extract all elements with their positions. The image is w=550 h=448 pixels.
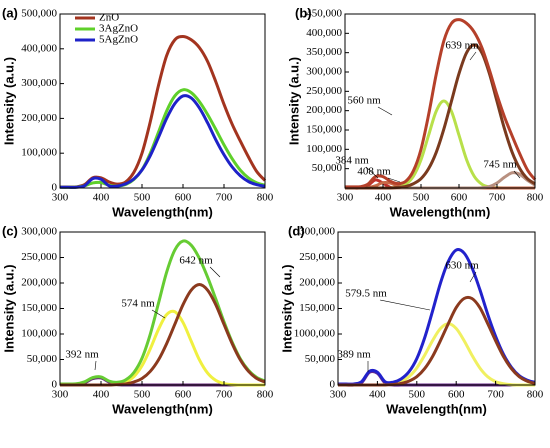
annotation: 579.5 nm	[345, 288, 387, 300]
y-tick-label: 100,000	[306, 143, 342, 155]
annotation: 574 nm	[121, 298, 155, 310]
x-tick-label: 600	[448, 389, 465, 401]
x-tick-label: 300	[52, 192, 69, 204]
annotation: 408 nm	[357, 166, 391, 178]
x-tick-label: 700	[216, 192, 233, 204]
annotation: 630 nm	[445, 260, 479, 272]
legend-label: ZnO	[99, 12, 119, 24]
y-tick-label: 1000,000	[294, 328, 336, 340]
annotation: 392 nm	[65, 349, 99, 361]
x-tick-label: 400	[93, 389, 110, 401]
annotation-leader	[379, 299, 431, 311]
series-line	[59, 239, 266, 386]
annotation: 384 nm	[335, 155, 369, 167]
y-tick-label: 100,000	[21, 147, 57, 159]
x-tick-label: 400	[369, 389, 386, 401]
y-tick-label: 250,000	[299, 251, 335, 263]
annotation-leader	[469, 51, 477, 61]
y-tick-label: 300,000	[306, 66, 342, 78]
panel-label: (c)	[2, 223, 18, 238]
x-tick-label: 800	[527, 192, 544, 204]
annotation-leader	[387, 177, 401, 183]
x-tick-label: 500	[409, 389, 426, 401]
y-tick-label: 300,000	[21, 77, 57, 89]
y-tick-label: 200,000	[306, 104, 342, 116]
y-tick-label: 450,000	[306, 8, 342, 20]
plot-frame	[344, 13, 536, 189]
annotation: 389 nm	[337, 349, 371, 361]
y-tick-label: 400,000	[306, 27, 342, 39]
series-line	[59, 88, 266, 189]
y-axis-label: Intensity (a.u.)	[286, 57, 301, 145]
x-tick-label: 500	[413, 192, 430, 204]
annotation: 642 nm	[179, 255, 213, 267]
panel-label: (b)	[295, 5, 312, 20]
x-tick-label: 600	[175, 192, 192, 204]
annotation-leader	[151, 309, 166, 319]
x-tick-label: 600	[175, 389, 192, 401]
y-tick-label: 200,000	[299, 277, 335, 289]
annotation-leader	[365, 166, 379, 179]
x-tick-label: 400	[375, 192, 392, 204]
y-tick-label: 50,000	[27, 353, 58, 365]
plot-frame	[59, 231, 266, 386]
x-tick-label: 600	[451, 192, 468, 204]
series-line	[60, 94, 266, 189]
annotation: 745 nm	[483, 159, 517, 171]
y-tick-label: 150,000	[21, 302, 57, 314]
y-tick-label: 300,000	[299, 226, 335, 238]
x-tick-label: 300	[330, 389, 347, 401]
y-tick-label: 300,000	[21, 226, 57, 238]
y-tick-label: 150,000	[306, 124, 342, 136]
x-axis-label: Wavelength(nm)	[112, 204, 213, 219]
x-axis-label: Wavelength(nm)	[112, 401, 213, 416]
y-tick-label: 200,000	[21, 112, 57, 124]
y-tick-label: 350,000	[306, 46, 342, 58]
legend-label: 5AgZnO	[99, 34, 138, 46]
y-tick-label: 500,000	[21, 8, 57, 20]
annotation-leader	[209, 266, 221, 278]
y-axis-label: Intensity (a.u.)	[1, 264, 16, 352]
x-tick-label: 700	[216, 389, 233, 401]
annotation-leader	[377, 106, 393, 116]
x-tick-label: 500	[134, 192, 151, 204]
x-tick-label: 300	[337, 192, 354, 204]
x-tick-label: 800	[527, 389, 544, 401]
y-tick-label: 200,000	[21, 277, 57, 289]
y-tick-label: 0	[330, 379, 336, 391]
y-axis-label: Intensity (a.u.)	[279, 264, 294, 352]
y-tick-label: 250,000	[306, 85, 342, 97]
x-tick-label: 800	[257, 192, 274, 204]
annotation: 639 nm	[445, 40, 479, 52]
y-tick-label: 250,000	[21, 251, 57, 263]
x-tick-label: 700	[489, 192, 506, 204]
y-tick-label: 150,000	[299, 302, 335, 314]
y-tick-label: 0	[52, 379, 58, 391]
legend-label: 3AgZnO	[99, 23, 138, 35]
panel-label: (d)	[288, 223, 305, 238]
y-tick-label: 50,000	[305, 353, 336, 365]
annotation-leader	[94, 360, 97, 371]
x-tick-label: 700	[487, 389, 504, 401]
y-axis-label: Intensity (a.u.)	[1, 57, 16, 145]
x-tick-label: 300	[52, 389, 69, 401]
y-tick-label: 100,000	[21, 328, 57, 340]
annotation: 560 nm	[347, 95, 381, 107]
x-axis-label: Wavelength(nm)	[390, 204, 491, 219]
x-tick-label: 500	[134, 389, 151, 401]
annotation-leader	[513, 170, 521, 179]
y-tick-label: 400,000	[21, 42, 57, 54]
panel-label: (a)	[2, 5, 18, 20]
x-tick-label: 800	[257, 389, 274, 401]
plot-frame	[59, 13, 266, 189]
series-line	[60, 283, 266, 387]
x-axis-label: Wavelength(nm)	[386, 401, 487, 416]
y-tick-label: 0	[52, 182, 58, 194]
y-tick-label: 50,000	[312, 162, 343, 174]
series-line	[338, 248, 536, 386]
x-tick-label: 400	[93, 192, 110, 204]
annotation-leader	[469, 271, 477, 283]
